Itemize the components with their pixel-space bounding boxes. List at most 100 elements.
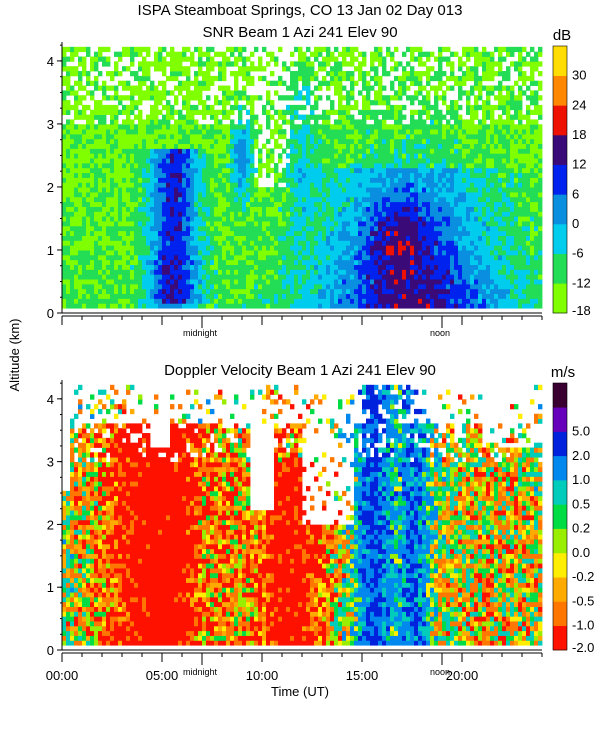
heatmap-cell	[386, 100, 391, 106]
heatmap-cell	[478, 283, 483, 290]
heatmap-cell	[418, 172, 423, 178]
heatmap-cell	[350, 95, 355, 101]
heatmap-cell	[166, 138, 171, 145]
heatmap-cell	[466, 104, 471, 111]
heatmap-cell	[234, 80, 239, 86]
heatmap-cell	[430, 196, 435, 203]
heatmap-cell	[262, 187, 267, 193]
heatmap-cell	[358, 71, 363, 77]
heatmap-cell	[410, 298, 415, 304]
heatmap-cell	[214, 201, 219, 207]
heatmap-cell	[174, 211, 179, 217]
heatmap-cell	[182, 129, 187, 135]
heatmap-cell	[114, 104, 119, 111]
heatmap-cell	[382, 100, 387, 106]
heatmap-cell	[110, 153, 115, 159]
heatmap-cell	[214, 254, 219, 261]
heatmap-cell	[66, 177, 71, 183]
heatmap-cell	[194, 254, 199, 261]
heatmap-cell	[194, 192, 199, 198]
heatmap-cell	[246, 187, 251, 193]
heatmap-cell	[166, 259, 171, 266]
heatmap-cell	[302, 274, 307, 280]
heatmap-cell	[366, 225, 371, 232]
heatmap-cell	[134, 129, 139, 135]
heatmap-cell	[366, 177, 371, 183]
heatmap-cell	[186, 172, 191, 178]
heatmap-cell	[306, 75, 311, 82]
heatmap-cell	[122, 51, 127, 57]
heatmap-cell	[430, 172, 435, 178]
heatmap-cell	[450, 235, 455, 241]
heatmap-cell	[362, 259, 367, 266]
heatmap-cell	[306, 124, 311, 130]
heatmap-cell	[134, 269, 139, 275]
heatmap-cell	[330, 240, 335, 246]
heatmap-cell	[390, 167, 395, 174]
heatmap-cell	[158, 66, 163, 72]
heatmap-cell	[234, 196, 239, 203]
heatmap-cell	[406, 293, 411, 299]
heatmap-cell	[278, 153, 283, 159]
heatmap-cell	[334, 298, 339, 304]
heatmap-cell	[98, 177, 103, 183]
heatmap-cell	[466, 162, 471, 169]
heatmap-cell	[322, 114, 327, 120]
heatmap-cell	[362, 254, 367, 261]
heatmap-cell	[418, 279, 423, 285]
heatmap-cell	[146, 221, 151, 227]
heatmap-cell	[390, 177, 395, 183]
heatmap-cell	[446, 133, 451, 140]
heatmap-cell	[394, 90, 399, 96]
heatmap-cell	[446, 240, 451, 246]
heatmap-cell	[438, 216, 443, 222]
heatmap-cell	[66, 80, 71, 86]
heatmap-cell	[398, 221, 403, 227]
heatmap-cell	[310, 192, 315, 198]
heatmap-cell	[146, 288, 151, 295]
heatmap-cell	[94, 162, 99, 169]
heatmap-cell	[458, 259, 463, 266]
heatmap-cell	[438, 182, 443, 188]
heatmap-cell	[306, 240, 311, 246]
heatmap-cell	[270, 71, 275, 77]
heatmap-cell	[314, 104, 319, 111]
heatmap-cell	[214, 230, 219, 236]
heatmap-cell	[462, 240, 467, 246]
heatmap-cell	[434, 129, 439, 135]
heatmap-cell	[326, 143, 331, 149]
heatmap-cell	[74, 177, 79, 183]
heatmap-cell	[230, 283, 235, 290]
heatmap-cell	[262, 283, 267, 290]
heatmap-cell	[294, 274, 299, 280]
heatmap-cell	[230, 46, 235, 53]
heatmap-cell	[410, 75, 415, 82]
heatmap-cell	[410, 138, 415, 145]
heatmap-cell	[354, 216, 359, 222]
heatmap-cell	[358, 201, 363, 207]
heatmap-cell	[342, 235, 347, 241]
heatmap-cell	[238, 148, 243, 154]
heatmap-cell	[294, 221, 299, 227]
heatmap-cell	[338, 143, 343, 149]
heatmap-cell	[342, 201, 347, 207]
heatmap-cell	[134, 240, 139, 246]
heatmap-cell	[390, 206, 395, 212]
heatmap-cell	[382, 71, 387, 77]
heatmap-cell	[90, 143, 95, 149]
heatmap-cell	[406, 133, 411, 140]
heatmap-cell	[66, 104, 71, 111]
heatmap-cell	[474, 269, 479, 275]
heatmap-cell	[238, 196, 243, 203]
heatmap-cell	[282, 216, 287, 222]
heatmap-cell	[346, 153, 351, 159]
heatmap-cell	[106, 196, 111, 203]
heatmap-cell	[390, 66, 395, 72]
heatmap-cell	[262, 259, 267, 266]
heatmap-cell	[290, 264, 295, 270]
heatmap-cell	[138, 288, 143, 295]
heatmap-cell	[462, 51, 467, 57]
heatmap-cell	[478, 75, 483, 82]
heatmap-cell	[210, 162, 215, 169]
heatmap-cell	[350, 138, 355, 145]
